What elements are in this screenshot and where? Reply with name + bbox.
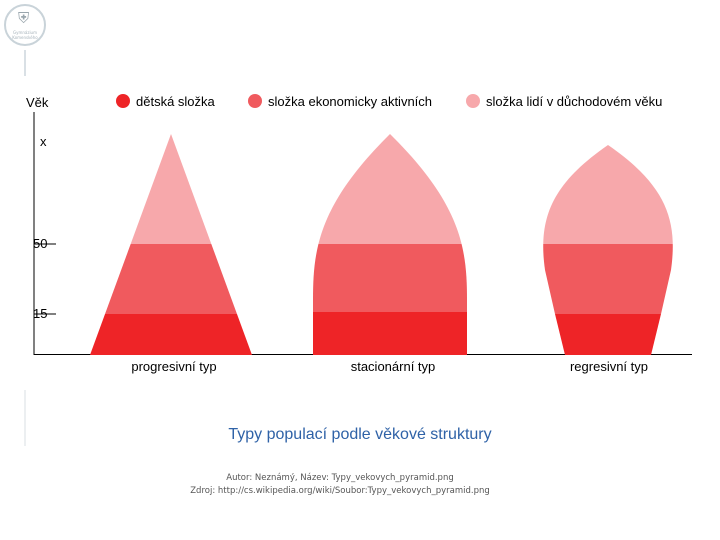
band-retired [543, 145, 673, 244]
decorative-rule [24, 50, 26, 76]
crest-icon: ⛨ [18, 10, 30, 27]
pyramid-regressive [543, 145, 673, 355]
band-active [313, 244, 467, 312]
decorative-rule [24, 390, 26, 446]
legend-swatch-retired [466, 94, 480, 108]
credit-source: Zdroj: http://cs.wikipedia.org/wiki/Soub… [190, 486, 490, 496]
legend-label: složka ekonomicky aktivních [268, 94, 432, 109]
band-child [90, 314, 252, 355]
y-tick-label: 15 [33, 306, 47, 321]
pyramid-stationary [313, 134, 467, 355]
pyramid-label: regresivní typ [570, 359, 648, 374]
y-tick-label: 50 [33, 236, 47, 251]
logo-text: Gymnázium Komenského [12, 30, 38, 40]
legend-swatch-active [248, 94, 262, 108]
band-active [90, 244, 252, 314]
band-child [313, 312, 467, 355]
band-active [543, 244, 673, 314]
pyramid-label: stacionární typ [351, 359, 436, 374]
school-logo: ⛨ Gymnázium Komenského [4, 4, 46, 46]
band-child [543, 314, 673, 355]
legend-label: složka lidí v důchodovém věku [486, 94, 662, 109]
y-tick-label: x [40, 134, 47, 149]
y-axis-label: Věk [26, 95, 49, 110]
credit-author: Autor: Neznámý, Název: Typy_vekovych_pyr… [226, 473, 454, 483]
figure-caption: Typy populací podle věkové struktury [228, 426, 492, 443]
pyramid-progressive [90, 134, 252, 355]
band-retired [313, 134, 467, 244]
band-retired [90, 134, 252, 244]
legend-label: dětská složka [136, 94, 216, 109]
pyramid-label: progresivní typ [131, 359, 216, 374]
legend-swatch-child [116, 94, 130, 108]
